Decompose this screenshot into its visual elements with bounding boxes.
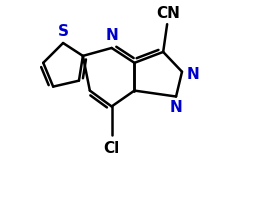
Text: N: N bbox=[105, 28, 118, 43]
Text: N: N bbox=[186, 67, 199, 82]
Text: Cl: Cl bbox=[103, 140, 119, 155]
Text: N: N bbox=[169, 100, 182, 115]
Text: CN: CN bbox=[156, 6, 179, 21]
Text: S: S bbox=[57, 24, 68, 39]
